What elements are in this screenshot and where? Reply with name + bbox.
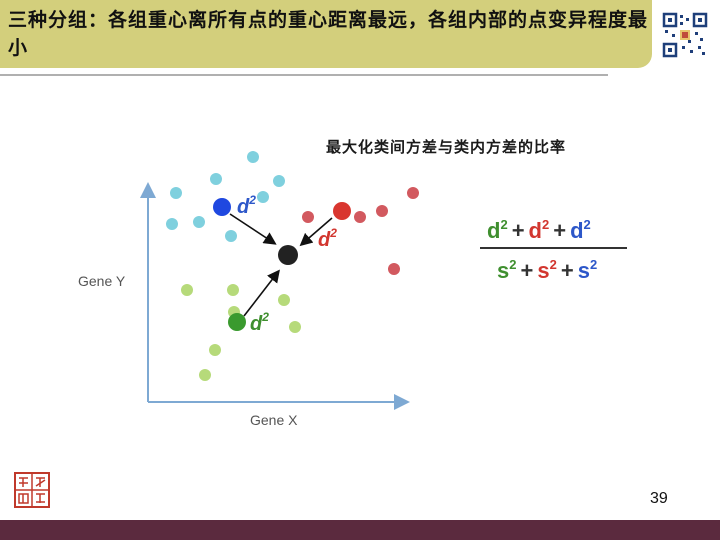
green-point [209, 344, 221, 356]
green-centroid [228, 313, 246, 331]
y-axis-label: Gene Y [78, 273, 126, 289]
cyan-point [273, 175, 285, 187]
blue-d2-label: d2 [237, 193, 256, 218]
green-cluster [181, 284, 301, 381]
green-point [227, 284, 239, 296]
green-point [181, 284, 193, 296]
red-point [407, 187, 419, 199]
green-centroid-arrow [243, 269, 280, 317]
title-bar: 三种分组：各组重心离所有点的重心距离最远，各组内部的点变异程度最小 [0, 0, 652, 68]
red-point [354, 211, 366, 223]
cyan-cluster [166, 151, 285, 242]
x-axis-label: Gene X [250, 412, 298, 428]
cyan-point [210, 173, 222, 185]
slide-title: 三种分组：各组重心离所有点的重心距离最远，各组内部的点变异程度最小 [8, 9, 649, 59]
green-point [289, 321, 301, 333]
qr-code-icon [662, 12, 708, 58]
cyan-point [170, 187, 182, 199]
red-point [388, 263, 400, 275]
blue-centroid-arrow [229, 213, 277, 245]
variance-ratio-formula: d2 + d2 + d2 s2 + s2 + s2 [480, 217, 627, 283]
page-number: 39 [650, 490, 668, 507]
formula-numerator: d2 + d2 + d2 [487, 217, 591, 243]
cyan-point [193, 216, 205, 228]
formula-denominator: s2 + s2 + s2 [497, 257, 597, 283]
cyan-point [247, 151, 259, 163]
blue-centroid [213, 198, 231, 216]
green-point [278, 294, 290, 306]
footer-bar [0, 520, 720, 540]
title-divider [0, 74, 608, 76]
cyan-point [257, 191, 269, 203]
red-centroid-arrow [299, 217, 333, 247]
green-d2-label: d2 [250, 310, 269, 335]
overall-centroid [278, 245, 298, 265]
red-point [302, 211, 314, 223]
red-cluster [302, 187, 419, 275]
red-d2-label: d2 [318, 226, 337, 251]
cyan-point [166, 218, 178, 230]
clustering-figure: Gene Y Gene X d2 d2 d2 [78, 151, 627, 428]
seal-logo-icon [14, 472, 50, 508]
cyan-point [225, 230, 237, 242]
green-point [199, 369, 211, 381]
subtitle: 最大化类间方差与类内方差的比率 [326, 138, 567, 156]
red-centroid [333, 202, 351, 220]
red-point [376, 205, 388, 217]
